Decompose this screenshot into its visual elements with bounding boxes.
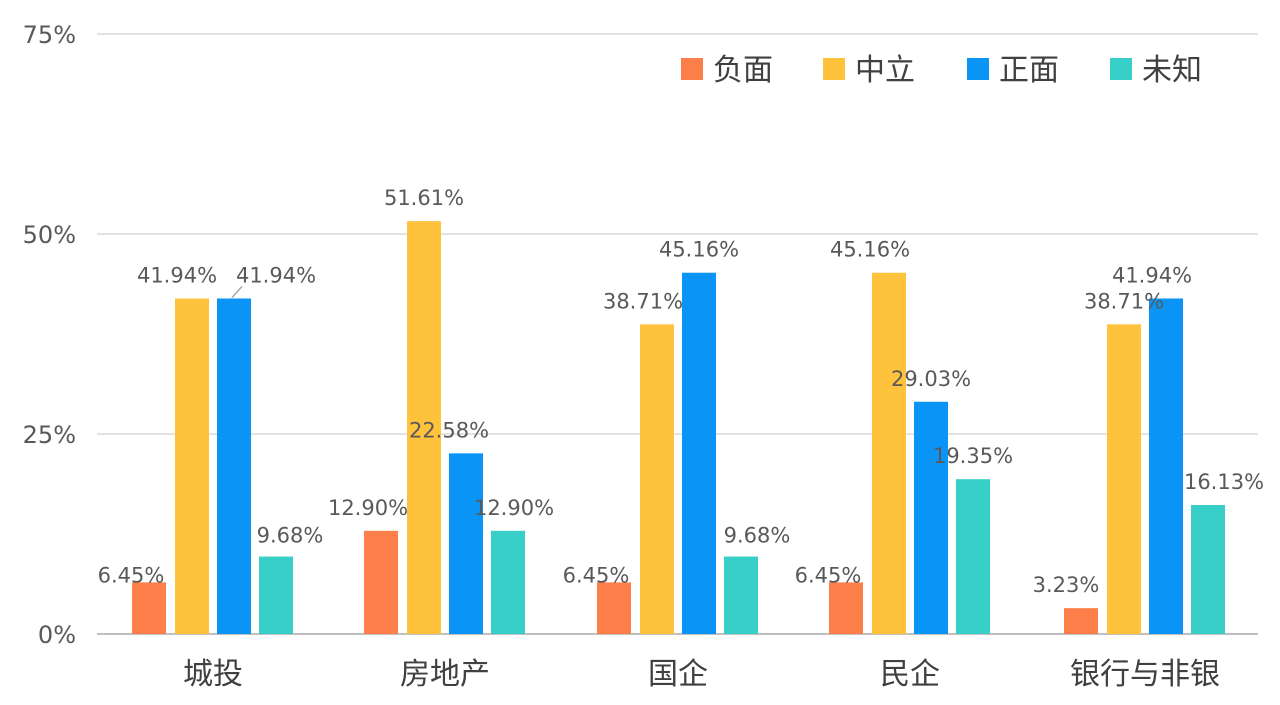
x-category-label: 银行与非银: [1070, 657, 1220, 692]
data-label: 45.16%: [830, 238, 910, 262]
bar-中立-银行与非银: [1107, 324, 1141, 634]
legend-label: 未知: [1142, 53, 1202, 88]
data-label: 45.16%: [659, 238, 739, 262]
data-label: 9.68%: [257, 524, 324, 548]
legend-label: 正面: [999, 53, 1059, 88]
label-leader-line: [231, 285, 243, 298]
bar-中立-城投: [175, 298, 209, 634]
bar-未知-民企: [956, 479, 990, 634]
bar-未知-城投: [259, 556, 293, 634]
data-label: 41.94%: [1112, 263, 1192, 287]
data-label: 41.94%: [137, 263, 217, 287]
bar-正面-城投: [217, 298, 251, 634]
x-category-label: 城投: [183, 657, 243, 692]
legend: 负面 中立 正面 未知: [681, 53, 1202, 88]
data-label: 16.13%: [1184, 470, 1264, 494]
bar-未知-国企: [724, 556, 758, 634]
x-axis-category-labels: 城投 房地产 国企 民企 银行与非银: [183, 657, 1220, 692]
data-label: 12.90%: [474, 496, 554, 520]
data-label: 51.61%: [384, 186, 464, 210]
data-label: 9.68%: [724, 524, 791, 548]
legend-item-中立: 中立: [823, 53, 915, 88]
y-tick-label: 75%: [23, 21, 76, 49]
x-category-label: 国企: [648, 657, 708, 692]
data-label: 22.58%: [409, 418, 489, 442]
bars: [132, 221, 1225, 634]
bar-负面-民企: [829, 582, 863, 634]
data-label: 29.03%: [891, 367, 971, 391]
y-tick-label: 0%: [38, 621, 76, 649]
legend-label: 负面: [713, 53, 773, 88]
bar-正面-房地产: [449, 453, 483, 634]
legend-swatch: [823, 58, 845, 80]
data-label: 6.45%: [563, 563, 630, 587]
bar-中立-房地产: [407, 221, 441, 634]
bar-负面-银行与非银: [1064, 608, 1098, 634]
legend-item-正面: 正面: [967, 53, 1059, 88]
legend-swatch: [681, 58, 703, 80]
bar-负面-房地产: [364, 530, 398, 634]
bar-正面-银行与非银: [1149, 298, 1183, 634]
data-label: 19.35%: [933, 444, 1013, 468]
bar-正面-民企: [914, 401, 948, 634]
data-label: 38.71%: [1084, 289, 1164, 313]
y-tick-label: 50%: [23, 221, 76, 249]
legend-item-负面: 负面: [681, 53, 773, 88]
bar-未知-房地产: [491, 530, 525, 634]
bar-负面-城投: [132, 582, 166, 634]
data-label: 12.90%: [328, 496, 408, 520]
y-tick-label: 25%: [23, 421, 76, 449]
data-label: 41.94%: [236, 263, 316, 287]
bar-负面-国企: [597, 582, 631, 634]
data-label: 6.45%: [98, 563, 165, 587]
data-label: 38.71%: [603, 289, 683, 313]
bar-中立-民企: [872, 272, 906, 634]
x-category-label: 房地产: [400, 657, 490, 692]
data-label: 6.45%: [795, 563, 862, 587]
legend-swatch: [1110, 58, 1132, 80]
y-axis-tick-labels: 0% 25% 50% 75%: [23, 21, 76, 649]
data-labels: 6.45% 12.90% 6.45% 6.45% 3.23% 41.94% 51.61% 38…: [98, 186, 1264, 597]
bar-正面-国企: [682, 272, 716, 634]
data-label: 3.23%: [1033, 573, 1100, 597]
bar-中立-国企: [640, 324, 674, 634]
x-category-label: 民企: [880, 657, 940, 692]
legend-label: 中立: [855, 53, 915, 88]
bar-未知-银行与非银: [1191, 504, 1225, 634]
legend-item-未知: 未知: [1110, 53, 1202, 88]
legend-swatch: [967, 58, 989, 80]
